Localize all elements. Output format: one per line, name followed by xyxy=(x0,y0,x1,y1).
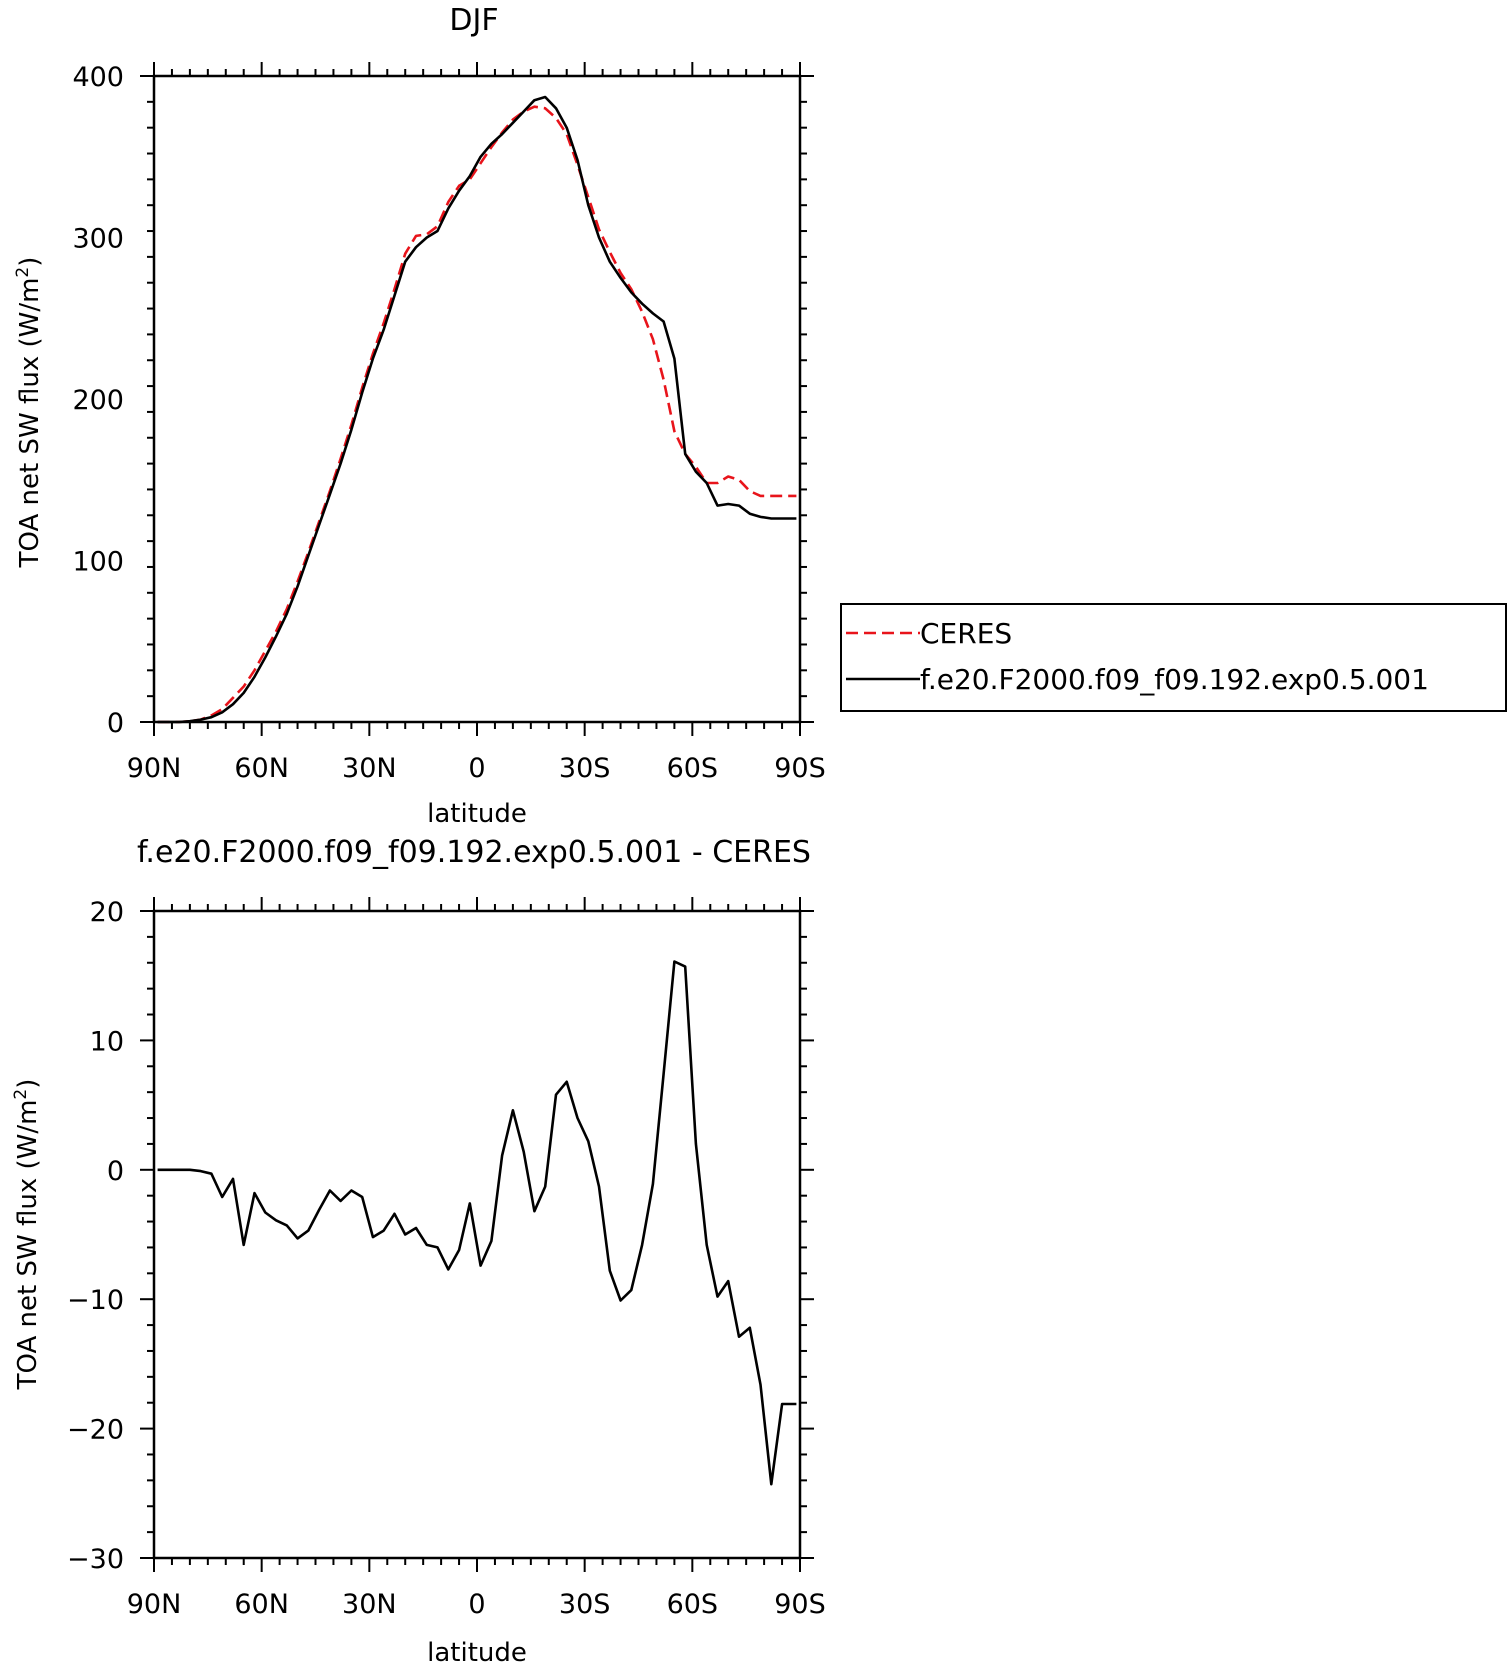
x-tick-label: 30N xyxy=(342,1589,397,1620)
bottom-panel: f.e20.F2000.f09_f09.192.exp0.5.001 - CER… xyxy=(11,835,826,1665)
y-tick-label: −20 xyxy=(67,1415,124,1446)
y-tick-label: 300 xyxy=(72,224,124,255)
bottom-plot-lines xyxy=(157,960,797,1486)
legend-label-model: f.e20.F2000.f09_f09.192.exp0.5.001 xyxy=(920,663,1429,696)
top-axis-ticks: 90N 60N 30N 0 30S 60S 90S 0 100 200 300 400 xyxy=(72,62,826,784)
y-tick-label: −10 xyxy=(67,1285,124,1316)
x-tick-label: 90N xyxy=(127,753,182,784)
x-tick-label: 90S xyxy=(774,1589,826,1620)
x-tick-label: 90N xyxy=(127,1589,182,1620)
x-tick-label: 30N xyxy=(342,753,397,784)
y-tick-label: −30 xyxy=(67,1544,124,1575)
x-tick-label: 60S xyxy=(667,753,719,784)
y-tick-label: 200 xyxy=(72,385,124,416)
x-tick-label: 90S xyxy=(774,753,826,784)
series-line-difference xyxy=(157,960,797,1486)
y-tick-label: 0 xyxy=(107,1156,124,1187)
x-tick-label: 30S xyxy=(559,1589,611,1620)
x-tick-label: 30S xyxy=(559,753,611,784)
bottom-axis-ticks: 90N 60N 30N 0 30S 60S 90S −30 −20 −10 0 10 20 xyxy=(67,897,826,1620)
y-tick-label: 10 xyxy=(90,1026,124,1057)
series-line-f-e20-f2000-f09-f09-192-exp0-5-001 xyxy=(157,95,797,724)
top-panel-title: DJF xyxy=(449,3,498,38)
top-plot-frame xyxy=(152,74,802,724)
x-tick-label: 60N xyxy=(234,1589,289,1620)
x-tick-label: 60N xyxy=(234,753,289,784)
x-tick-label: 0 xyxy=(468,1589,485,1620)
bottom-y-axis-label: TOA net SW flux (W/m2) xyxy=(11,1079,43,1391)
y-tick-label: 100 xyxy=(72,547,124,578)
top-plot-lines xyxy=(157,95,797,724)
legend: CERES f.e20.F2000.f09_f09.192.exp0.5.001 xyxy=(840,603,1507,712)
y-tick-label: 400 xyxy=(72,62,124,93)
x-tick-label: 60S xyxy=(667,1589,719,1620)
series-line-ceres xyxy=(157,105,797,724)
legend-label-ceres: CERES xyxy=(920,617,1012,650)
y-tick-label: 20 xyxy=(90,897,124,928)
top-panel: DJF TOA net SW flux (W/m2) latitude 90N 6… xyxy=(13,3,826,829)
top-y-axis-label: TOA net SW flux (W/m2) xyxy=(13,257,45,569)
x-tick-label: 0 xyxy=(468,753,485,784)
top-x-axis-label: latitude xyxy=(427,799,527,829)
y-tick-label: 0 xyxy=(107,708,124,739)
bottom-x-axis-label: latitude xyxy=(427,1638,527,1665)
bottom-plot-frame xyxy=(152,909,802,1560)
bottom-panel-title: f.e20.F2000.f09_f09.192.exp0.5.001 - CER… xyxy=(137,835,811,870)
legend-box xyxy=(840,603,1507,712)
